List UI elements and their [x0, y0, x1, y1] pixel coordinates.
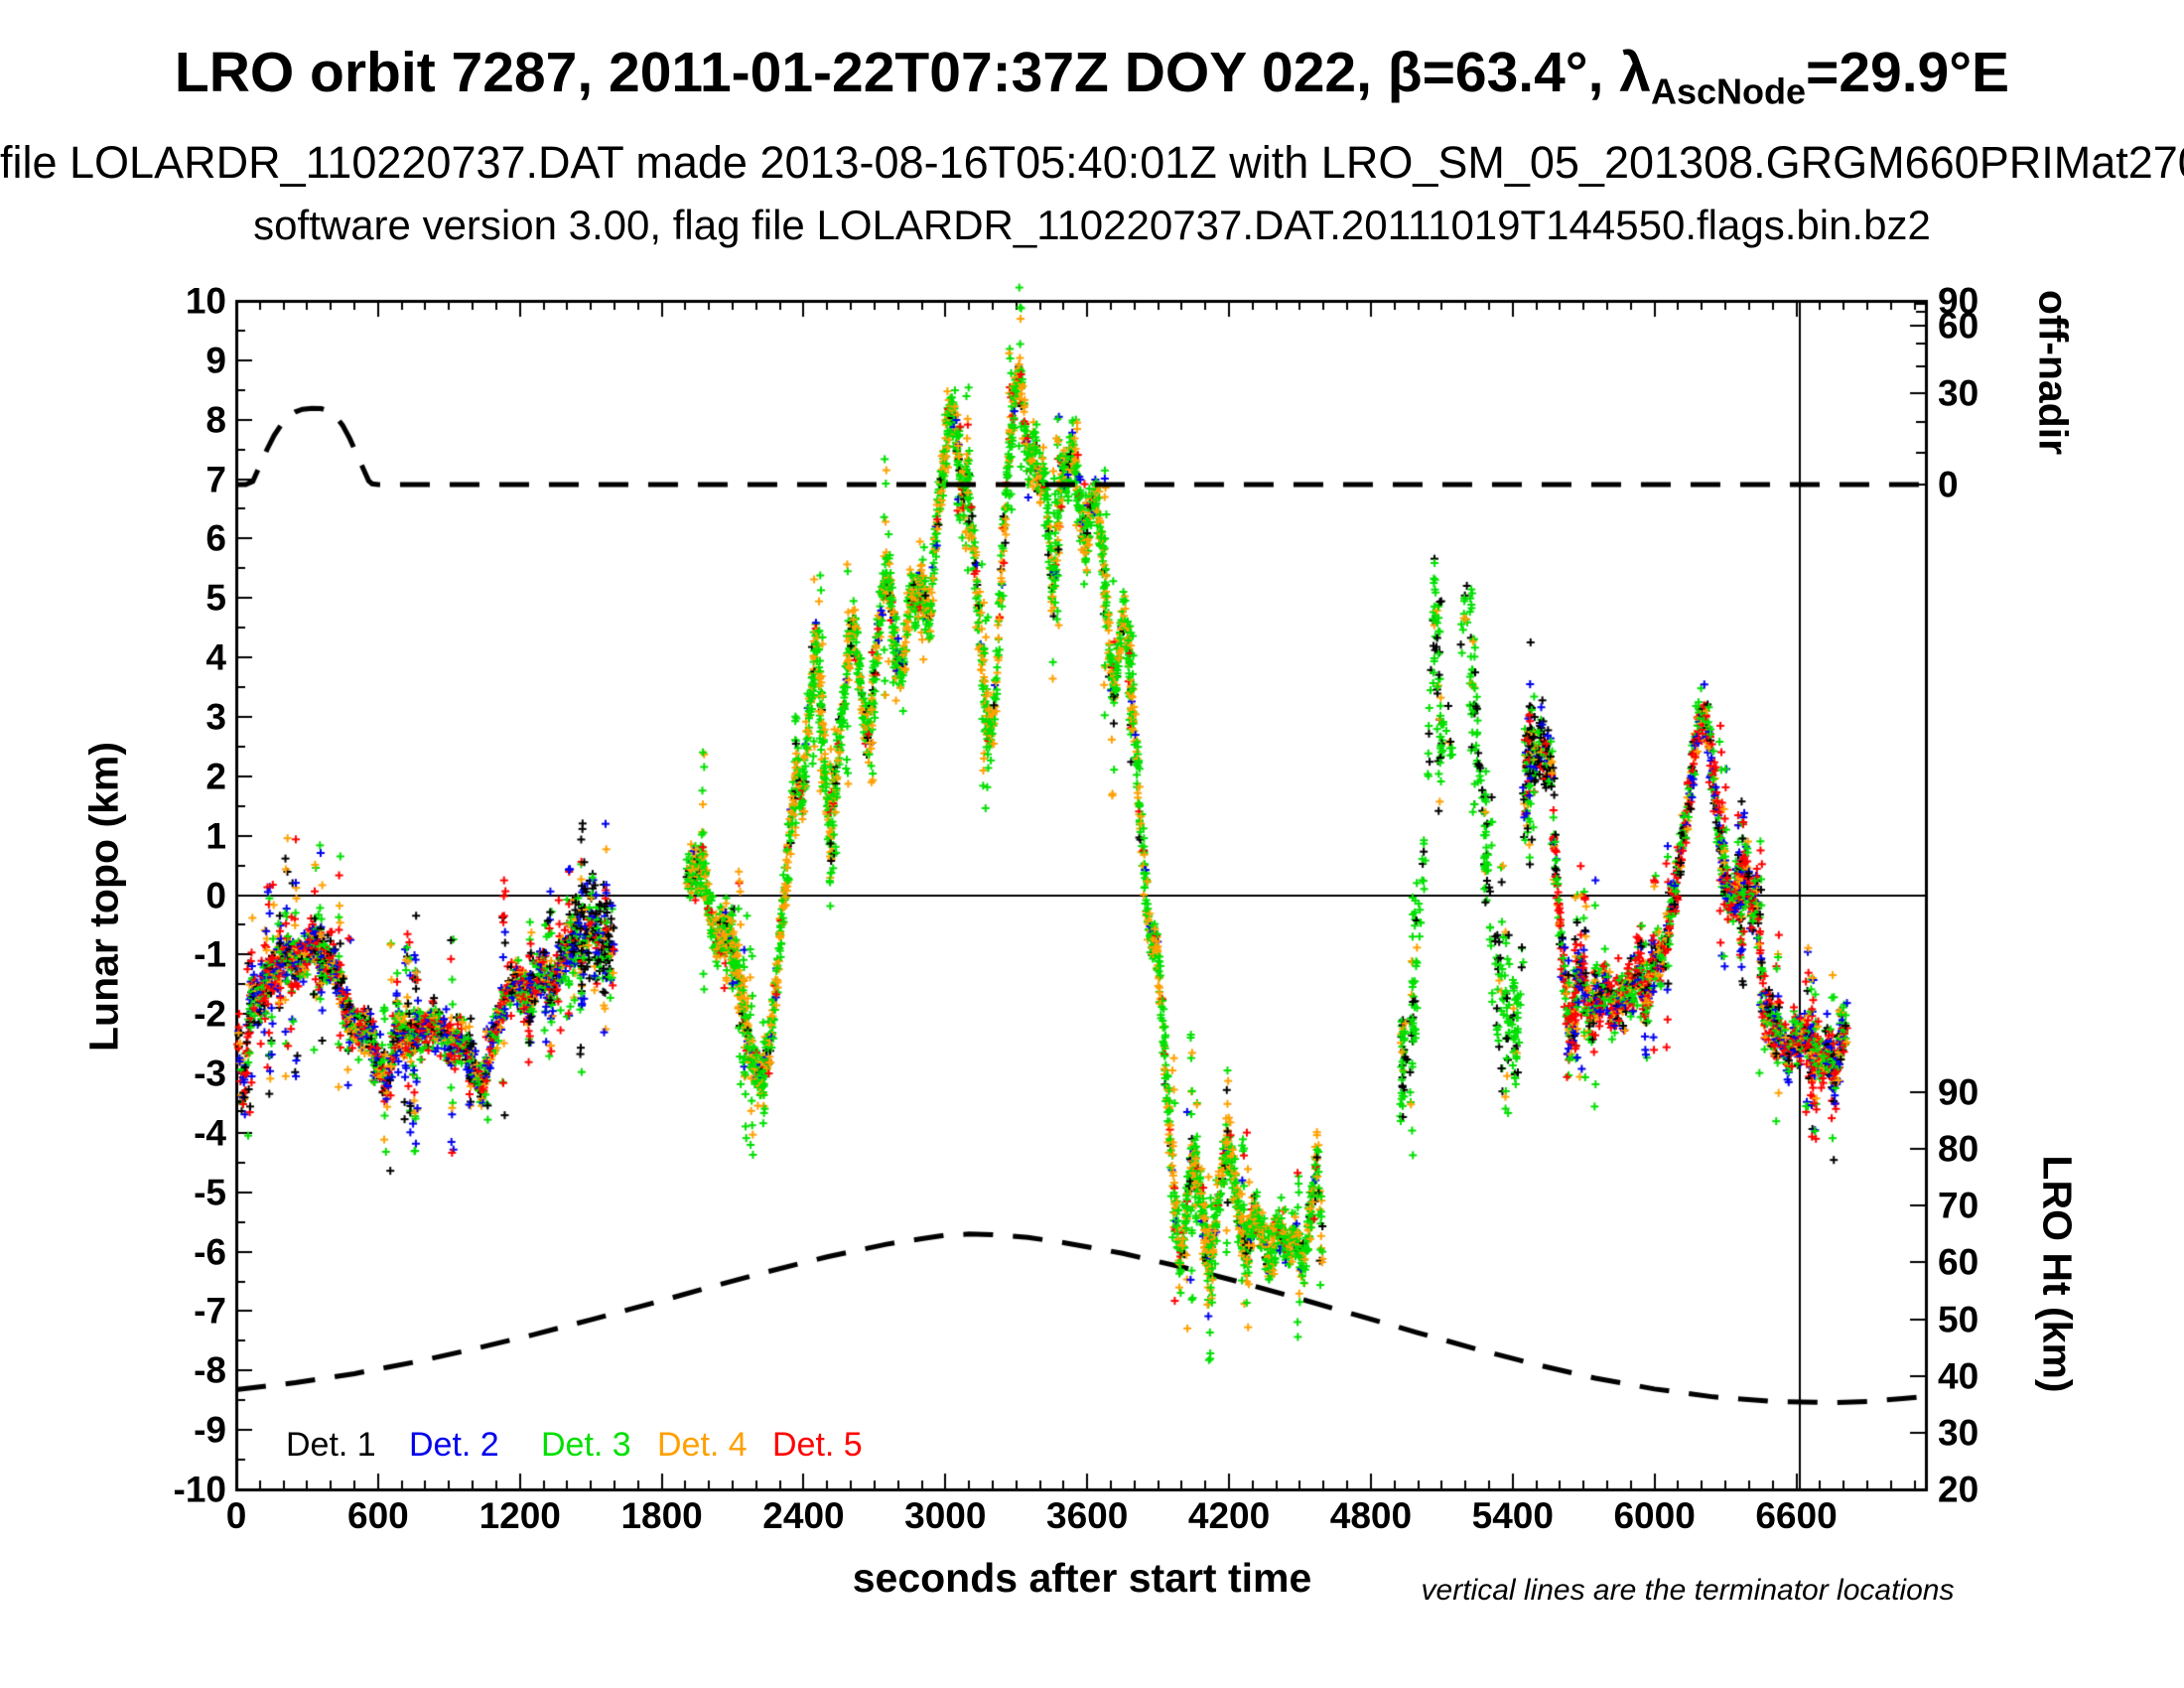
- y-tick-label-topo: -8: [194, 1349, 226, 1391]
- subtitle-software-line: software version 3.00, flag file LOLARDR…: [253, 202, 1931, 248]
- y-tick-label-topo: 8: [205, 399, 226, 441]
- y-tick-label-topo: 6: [205, 517, 226, 559]
- y-tick-label-offnadir: 0: [1938, 464, 1959, 505]
- x-tick-label: 1200: [478, 1495, 561, 1536]
- y-tick-label-lro-ht: 70: [1938, 1185, 1979, 1226]
- y-tick-label-topo: 7: [205, 459, 226, 500]
- legend-item-det-1: Det. 1: [286, 1426, 376, 1464]
- x-tick-label: 2400: [762, 1495, 845, 1536]
- y-tick-label-lro-ht: 20: [1938, 1469, 1979, 1510]
- y-tick-label-topo: 4: [205, 636, 226, 678]
- y-tick-label-topo: -9: [194, 1409, 226, 1451]
- y-tick-label-lro-ht: 60: [1938, 1241, 1979, 1283]
- subtitle-file-line: file LOLARDR_110220737.DAT made 2013-08-…: [0, 137, 2184, 188]
- title-suffix: =29.9°E: [1806, 41, 2010, 104]
- y-tick-label-lro-ht: 80: [1938, 1128, 1979, 1170]
- y-tick-label-topo: 1: [205, 815, 226, 857]
- terminator-note: vertical lines are the terminator locati…: [1421, 1574, 1955, 1607]
- x-axis-title: seconds after start time: [852, 1555, 1312, 1601]
- x-tick-label: 6600: [1755, 1495, 1838, 1536]
- y-tick-label-offnadir: 30: [1938, 372, 1979, 413]
- x-tick-label: 3000: [904, 1495, 987, 1536]
- y-tick-label-topo: -10: [173, 1469, 226, 1510]
- y-tick-label-topo: -5: [194, 1172, 226, 1213]
- x-tick-label: 4200: [1187, 1495, 1271, 1536]
- x-tick-label: 4800: [1329, 1495, 1413, 1536]
- legend-item-det-3: Det. 3: [541, 1426, 631, 1464]
- y-tick-label-lro-ht: 30: [1938, 1412, 1979, 1454]
- x-tick-label: 1800: [620, 1495, 703, 1536]
- y-axis-title-lro-height: LRO Ht (km): [2034, 1155, 2081, 1393]
- title-text: LRO orbit 7287, 2011-01-22T07:37Z DOY 02…: [174, 41, 1651, 104]
- y-tick-label-topo: -6: [194, 1231, 226, 1273]
- y-tick-label-topo: -3: [194, 1053, 226, 1094]
- legend-item-det-4: Det. 4: [657, 1426, 748, 1464]
- x-tick-label: 600: [346, 1495, 409, 1536]
- y-tick-label-offnadir: 60: [1938, 305, 1979, 347]
- y-tick-label-topo: -7: [194, 1290, 226, 1332]
- y-tick-label-lro-ht: 50: [1938, 1299, 1979, 1340]
- title-subscript: AscNode: [1650, 70, 1807, 112]
- y-tick-label-topo: 5: [205, 577, 226, 619]
- y-tick-label-topo: 3: [205, 696, 226, 738]
- page-title: LRO orbit 7287, 2011-01-22T07:37Z DOY 02…: [0, 40, 2184, 112]
- y-tick-label-topo: 9: [205, 340, 226, 381]
- legend-item-det-2: Det. 2: [409, 1426, 499, 1464]
- y-tick-label-lro-ht: 90: [1938, 1071, 1979, 1113]
- y-tick-label-topo: -1: [194, 933, 226, 975]
- x-tick-label: 3600: [1046, 1495, 1129, 1536]
- legend-item-det-5: Det. 5: [772, 1426, 863, 1464]
- y-tick-label-topo: 10: [185, 280, 226, 322]
- y-tick-label-offnadir: 90: [1938, 280, 1979, 322]
- y-tick-label-topo: 2: [205, 756, 226, 797]
- x-tick-label: 6000: [1613, 1495, 1696, 1536]
- x-tick-label: 5400: [1471, 1495, 1554, 1536]
- y-tick-label-topo: -4: [194, 1112, 226, 1154]
- x-tick-label: 0: [225, 1495, 247, 1536]
- y-axis-title-off-nadir: off-nadir: [2030, 289, 2077, 456]
- y-tick-label-lro-ht: 40: [1938, 1355, 1979, 1397]
- y-tick-label-topo: -2: [194, 993, 226, 1035]
- y-tick-label-topo: 0: [205, 875, 226, 915]
